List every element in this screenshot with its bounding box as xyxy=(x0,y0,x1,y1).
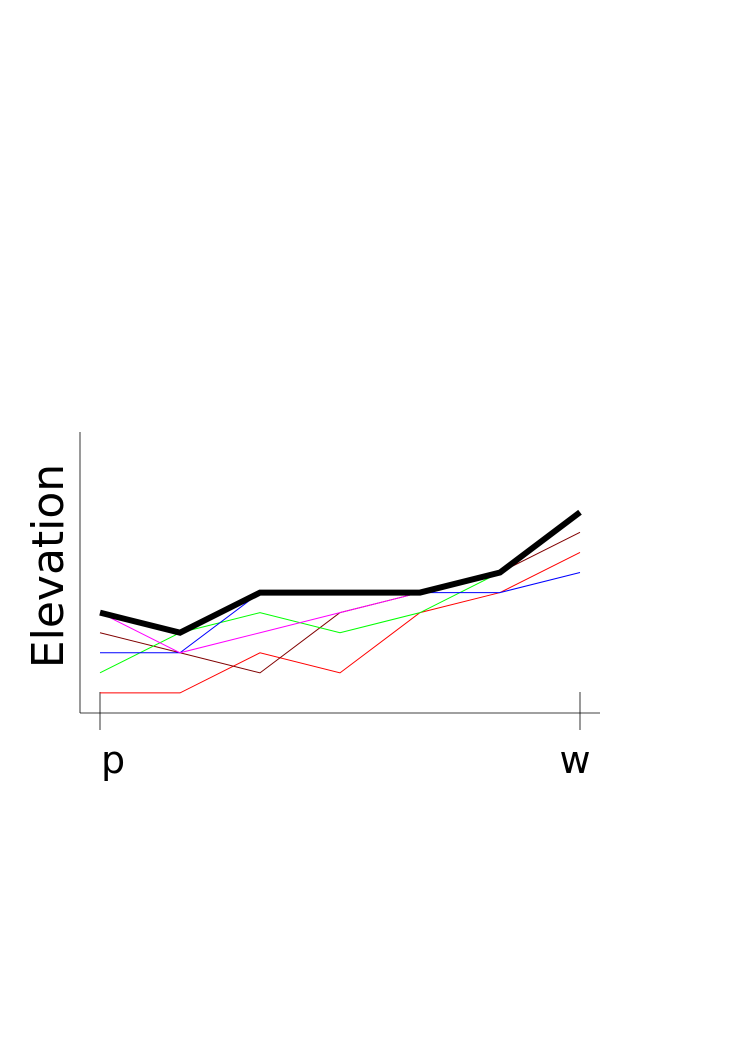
series-line-1 xyxy=(99,531,581,674)
axes xyxy=(79,432,600,714)
series-line-0 xyxy=(100,551,581,694)
y-axis-label: Elevation xyxy=(23,464,74,668)
series-layer xyxy=(99,509,582,694)
x-tick-label: p xyxy=(101,738,125,782)
series-line-5 xyxy=(99,509,582,636)
x-tick-label: w xyxy=(559,738,590,782)
